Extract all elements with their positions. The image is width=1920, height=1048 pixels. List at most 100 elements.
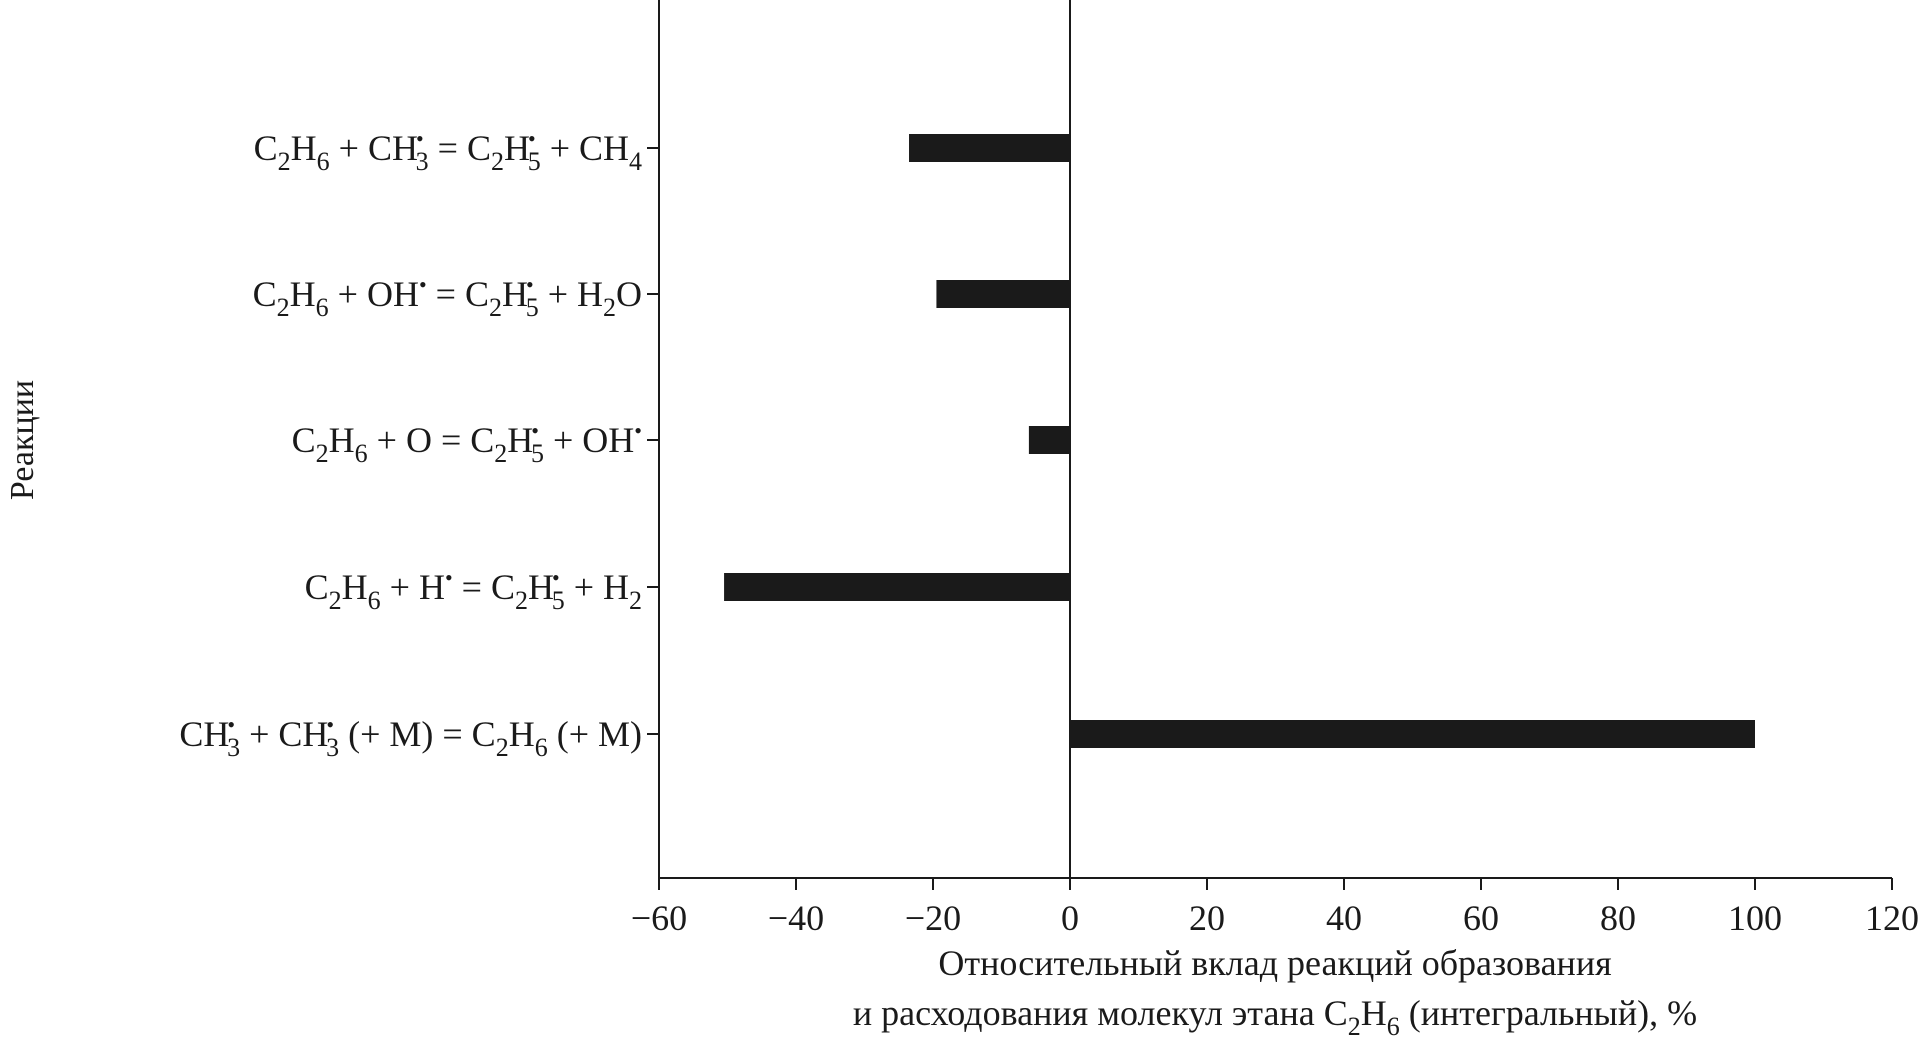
label-segment: 5 xyxy=(528,147,541,176)
label-segment: C xyxy=(254,128,278,168)
label-segment: о xyxy=(1120,993,1138,1033)
label-segment xyxy=(1400,993,1409,1033)
label-segment: 3 xyxy=(326,733,339,762)
label-segment: + OH xyxy=(329,274,419,314)
label-segment: + CH xyxy=(330,128,418,168)
label-segment: 2 xyxy=(496,733,509,762)
label-segment: (+ M) = C xyxy=(339,714,496,754)
label-segment: • xyxy=(419,272,427,297)
label-segment: H xyxy=(329,420,355,460)
label-segment: 2 xyxy=(491,147,504,176)
label-segment: H xyxy=(509,714,535,754)
label-segment: н xyxy=(1033,993,1052,1033)
label-segment: + CH xyxy=(541,128,629,168)
y-axis-label: Реакции xyxy=(4,380,41,500)
label-segment: й xyxy=(1618,993,1637,1033)
bar-5 xyxy=(1070,720,1755,748)
y-tick-label: CH• 3 + CH• 3 (+ M) = C2H6 (+ M) xyxy=(179,712,642,762)
label-segment: м xyxy=(1097,993,1120,1033)
label-segment: • xyxy=(227,712,235,737)
label-segment: и xyxy=(1421,993,1440,1033)
label-segment: н xyxy=(1574,993,1593,1033)
label-segment: д xyxy=(964,993,982,1033)
label-segment: е xyxy=(1475,993,1491,1033)
label-segment: 5 xyxy=(552,586,565,615)
label-segment: а xyxy=(1017,993,1033,1033)
label-segment: = C xyxy=(453,567,515,607)
label-segment: + OH xyxy=(544,420,634,460)
bar-2 xyxy=(936,280,1070,308)
label-segment: 2 xyxy=(515,586,528,615)
label-segment: о xyxy=(947,993,964,1033)
label-segment: H xyxy=(290,274,316,314)
x-tick-label: −20 xyxy=(905,898,961,938)
label-segment: т xyxy=(1459,993,1475,1033)
label-segment: а xyxy=(1524,993,1540,1033)
label-segment: 5 xyxy=(531,439,544,468)
label-segment: с xyxy=(915,993,931,1033)
label-segment: 2 xyxy=(629,586,642,615)
label-segment: + CH xyxy=(240,714,328,754)
label-segment: 6 xyxy=(316,293,329,322)
label-segment: + H xyxy=(539,274,603,314)
label-segment: р xyxy=(881,993,899,1033)
label-segment: 2 xyxy=(277,293,290,322)
label-segment: H xyxy=(291,128,317,168)
label-segment: 2 xyxy=(494,439,507,468)
label-segment: р xyxy=(1506,993,1524,1033)
label-segment: а xyxy=(899,993,915,1033)
bars-layer xyxy=(724,134,1755,748)
label-segment: O xyxy=(616,274,642,314)
bar-3 xyxy=(1028,426,1070,454)
label-segment: л xyxy=(1540,993,1558,1033)
label-segment: ) xyxy=(1637,993,1649,1033)
label-segment: 2 xyxy=(1348,1012,1361,1041)
label-segment: ь xyxy=(1558,993,1574,1033)
x-tick-label: 0 xyxy=(1061,898,1079,938)
label-segment: г xyxy=(1491,993,1506,1033)
label-segment: 4 xyxy=(629,147,642,176)
label-segment xyxy=(1315,993,1324,1033)
label-segment: H xyxy=(342,567,368,607)
y-tick-label: C2H6 + O = C2H• 5 + OH• xyxy=(292,418,642,468)
x-tick-label: 20 xyxy=(1189,898,1225,938)
label-segment: н xyxy=(1279,993,1298,1033)
label-segment: 5 xyxy=(526,293,539,322)
label-segment: а xyxy=(1299,993,1315,1033)
bar-4 xyxy=(724,573,1070,601)
x-tick-label: 60 xyxy=(1463,898,1499,938)
label-segment: + H xyxy=(565,567,629,607)
x-tick-label: 100 xyxy=(1728,898,1782,938)
label-segment: H xyxy=(504,128,530,168)
y-tick-label: C2H6 + H• = C2H• 5 + H2 xyxy=(305,565,642,615)
label-segment: (+ M) xyxy=(548,714,642,754)
label-segment: H xyxy=(507,420,533,460)
label-segment: х xyxy=(931,993,949,1033)
label-segment: а xyxy=(1263,993,1279,1033)
label-segment: • xyxy=(445,565,453,590)
label-segment: о xyxy=(983,993,1001,1033)
label-segment: % xyxy=(1667,993,1697,1033)
label-segment: + O = C xyxy=(368,420,495,460)
label-segment: 6 xyxy=(368,586,381,615)
label-segment: я xyxy=(1072,993,1089,1033)
label-segment: л xyxy=(1205,993,1223,1033)
label-segment: CH xyxy=(179,714,229,754)
label-segment: • xyxy=(531,418,539,443)
x-tick-label: −40 xyxy=(768,898,824,938)
x-tick-label: 40 xyxy=(1326,898,1362,938)
label-segment: 6 xyxy=(317,147,330,176)
label-segment xyxy=(1658,993,1667,1033)
label-segment: = C xyxy=(427,274,489,314)
label-segment: э xyxy=(1232,993,1247,1033)
label-segment: 2 xyxy=(489,293,502,322)
y-tick-label: C2H6 + OH• = C2H• 5 + H2O xyxy=(253,272,642,322)
x-tick-label: 120 xyxy=(1865,898,1919,938)
label-segment: H xyxy=(1361,993,1387,1033)
label-segment: 2 xyxy=(316,439,329,468)
label-segment: в xyxy=(1001,993,1018,1033)
label-segment: 2 xyxy=(603,293,616,322)
label-segment: л xyxy=(1138,993,1156,1033)
label-segment: • xyxy=(416,126,424,151)
